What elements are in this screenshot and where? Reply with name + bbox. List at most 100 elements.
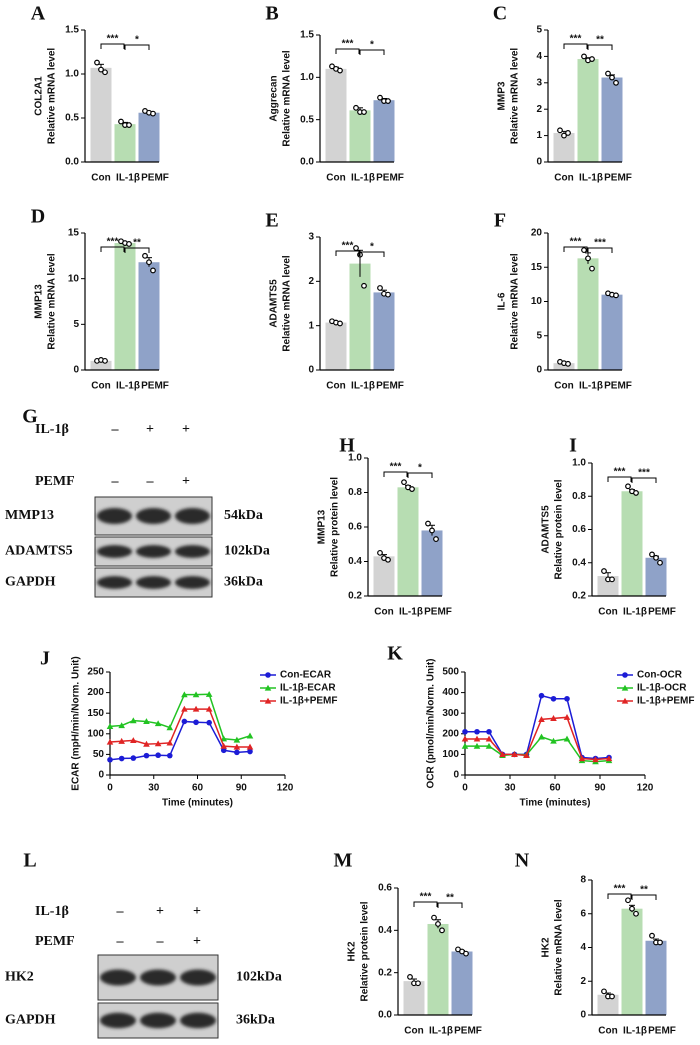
- marker: [563, 735, 571, 742]
- data-point: [557, 127, 563, 134]
- x-tick-label: Con: [554, 173, 573, 184]
- marker: [130, 737, 137, 743]
- x-tick-label: Con: [91, 381, 110, 392]
- y-tick-label: 150: [87, 708, 104, 719]
- blot-band: [96, 576, 133, 589]
- blot-band: [135, 545, 172, 558]
- significance-label: ***: [570, 237, 582, 248]
- y-tick-label: 1: [536, 130, 542, 141]
- panel-letter: M: [334, 850, 353, 872]
- data-point: [126, 241, 132, 247]
- band-size: 54kDa: [224, 508, 263, 523]
- y-tick-label: 300: [442, 708, 459, 719]
- y-tick-label: 0.2: [572, 591, 586, 602]
- significance-label: *: [418, 463, 422, 474]
- marker: [130, 755, 137, 761]
- y-axis-label: Relative protein level: [554, 479, 565, 579]
- bar: [553, 363, 575, 370]
- data-point: [353, 245, 359, 251]
- significance-bracket: [607, 893, 632, 899]
- y-tick-label: 15: [531, 262, 543, 273]
- data-point: [435, 921, 441, 927]
- x-tick-label: 60: [549, 783, 561, 794]
- band-label: GAPDH: [5, 575, 56, 590]
- bar: [645, 557, 667, 596]
- x-tick-label: IL-1β: [623, 1026, 647, 1037]
- panel-letter: I: [569, 435, 577, 457]
- data-point: [385, 556, 391, 563]
- significance-label: *: [135, 35, 139, 46]
- marker: [621, 697, 629, 704]
- bar: [597, 994, 619, 1015]
- y-tick-label: 0.4: [348, 556, 362, 567]
- legend-label: IL-1β-OCR: [637, 683, 687, 694]
- y-axis-gene: MMP13: [34, 284, 45, 319]
- data-point: [126, 122, 132, 128]
- x-tick-label: PEMF: [604, 173, 632, 184]
- bar: [325, 68, 347, 162]
- significance-label: ***: [342, 241, 354, 252]
- y-axis-label: OCR (pmol/min/Norm. Unit): [426, 659, 437, 789]
- significance-label: ***: [342, 39, 354, 50]
- bar: [114, 124, 136, 162]
- significance-bracket: [124, 44, 150, 50]
- bar: [373, 100, 395, 162]
- x-tick-label: IL-1β: [579, 173, 603, 184]
- y-tick-label: 2: [580, 976, 586, 987]
- legend-label: IL-1β-ECAR: [280, 683, 336, 694]
- x-tick-label: IL-1β: [351, 381, 375, 392]
- data-point: [337, 320, 343, 327]
- marker: [485, 735, 493, 742]
- blot-band: [135, 508, 172, 524]
- bar: [553, 132, 575, 162]
- x-axis-label: Time (minutes): [520, 798, 591, 809]
- x-tick-label: 90: [594, 783, 606, 794]
- treatment-label: IL-1β: [35, 904, 69, 919]
- marker: [550, 737, 557, 744]
- data-point: [385, 98, 391, 104]
- significance-label: **: [640, 885, 648, 896]
- y-axis-label: ECAR (mpH/min/Norm. Unit): [71, 656, 82, 790]
- bar: [451, 951, 473, 1015]
- bar: [325, 322, 347, 370]
- marker: [523, 752, 530, 759]
- blot-band: [180, 969, 216, 986]
- y-axis-label: Relative mRNA level: [554, 899, 565, 996]
- y-axis-gene: ADAMTS5: [269, 279, 280, 328]
- panel-letter: D: [31, 206, 45, 228]
- marker: [592, 756, 599, 763]
- data-point: [102, 69, 108, 76]
- treatment-sign: +: [182, 474, 190, 489]
- y-tick-label: 0.8: [572, 491, 586, 502]
- marker: [143, 718, 150, 725]
- y-axis-label: Relative mRNA level: [282, 255, 293, 352]
- data-point: [657, 559, 663, 566]
- marker: [107, 756, 113, 763]
- data-point: [353, 104, 359, 111]
- data-point: [581, 53, 587, 60]
- marker: [473, 735, 481, 742]
- x-tick-label: Con: [554, 381, 573, 392]
- significance-bracket: [587, 44, 613, 50]
- y-axis-label: Relative protein level: [330, 477, 341, 577]
- data-point: [657, 939, 663, 946]
- bar: [373, 556, 395, 596]
- y-tick-label: 1.5: [300, 30, 314, 41]
- y-tick-label: 1.0: [348, 453, 362, 464]
- x-tick-label: Con: [91, 173, 110, 184]
- panel-letter: B: [265, 3, 278, 25]
- y-tick-label: 0: [580, 1010, 586, 1021]
- band-size: 36kDa: [224, 575, 263, 590]
- bar: [577, 258, 599, 370]
- marker: [206, 719, 212, 726]
- marker: [192, 691, 200, 698]
- data-point: [439, 927, 445, 934]
- bar: [601, 294, 623, 370]
- bar: [621, 908, 643, 1015]
- data-point: [150, 267, 156, 274]
- data-point: [633, 910, 639, 917]
- data-point: [407, 974, 413, 980]
- data-point: [433, 536, 439, 542]
- treatment-sign: –: [156, 934, 165, 949]
